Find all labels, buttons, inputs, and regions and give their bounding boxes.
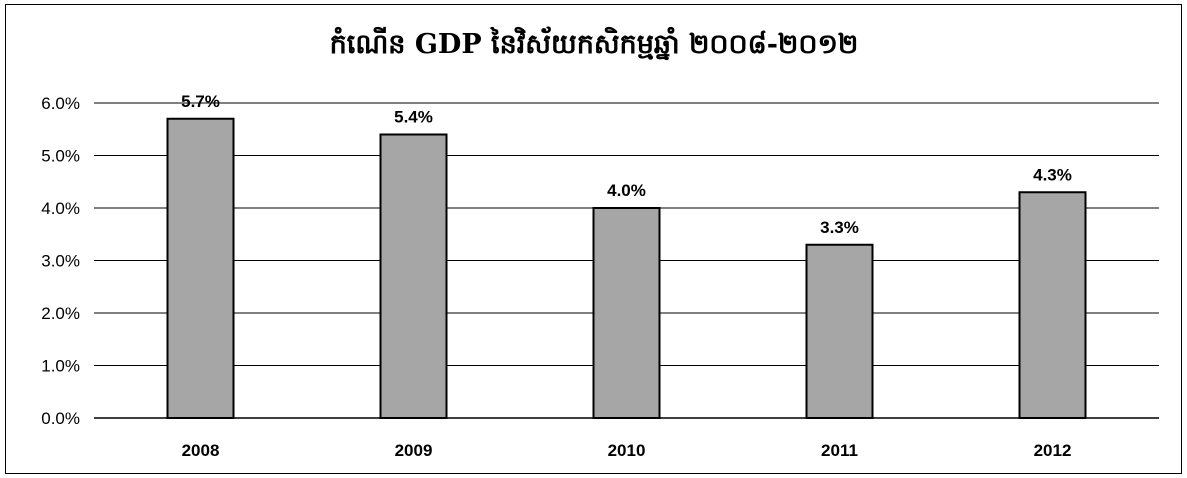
x-tick-label-2008: 2008 bbox=[182, 441, 220, 460]
data-label-2010: 4.0% bbox=[607, 181, 646, 200]
bar-2009 bbox=[379, 133, 448, 419]
data-label-2009: 5.4% bbox=[394, 108, 433, 127]
bar-2010 bbox=[592, 207, 661, 419]
y-tick-label: 6.0% bbox=[41, 94, 80, 113]
data-label-2008: 5.7% bbox=[181, 92, 220, 111]
data-label-2012: 4.3% bbox=[1033, 165, 1072, 184]
x-tick-label-2012: 2012 bbox=[1034, 441, 1072, 460]
y-tick-label: 0.0% bbox=[41, 409, 80, 428]
x-axis-ticks: 2008 2009 2010 2011 2012 bbox=[182, 441, 1072, 460]
y-tick-label: 3.0% bbox=[41, 252, 80, 271]
y-tick-label: 5.0% bbox=[41, 147, 80, 166]
data-labels: 5.7% 5.4% 4.0% 3.3% 4.3% bbox=[181, 92, 1072, 237]
x-tick-label-2009: 2009 bbox=[395, 441, 433, 460]
y-tick-label: 1.0% bbox=[41, 357, 80, 376]
bar-2008 bbox=[166, 117, 235, 419]
y-tick-label: 4.0% bbox=[41, 199, 80, 218]
bars bbox=[166, 117, 1087, 419]
y-tick-label: 2.0% bbox=[41, 304, 80, 323]
chart-title: កំណើន GDP នៃវិស័យកសិកម្មឆ្នាំ ២០០៨-២០១២ bbox=[330, 26, 859, 61]
x-tick-label-2010: 2010 bbox=[608, 441, 646, 460]
y-axis-ticks: 0.0% 1.0% 2.0% 3.0% 4.0% 5.0% 6.0% bbox=[41, 94, 80, 428]
x-tick-label-2011: 2011 bbox=[821, 441, 858, 460]
bar-2012 bbox=[1018, 191, 1087, 419]
bar-2011 bbox=[805, 243, 874, 419]
data-label-2011: 3.3% bbox=[820, 218, 859, 237]
